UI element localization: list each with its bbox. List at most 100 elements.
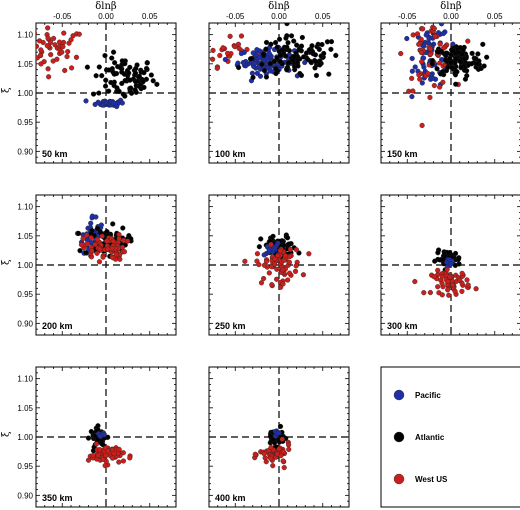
point-atlantic [429, 61, 435, 67]
point-west-us [439, 280, 445, 287]
point-west-us [45, 25, 51, 31]
point-west-us [293, 247, 299, 253]
y-tick-label: 1.10 [17, 203, 33, 212]
point-atlantic [313, 59, 319, 65]
point-atlantic [448, 59, 454, 66]
point-pacific [222, 56, 228, 63]
panel-depth-label: 50 km [42, 149, 68, 159]
point-atlantic [458, 65, 464, 71]
point-west-us [238, 33, 245, 39]
point-pacific [426, 36, 432, 42]
point-pacific [254, 47, 260, 53]
point-atlantic [286, 59, 292, 66]
point-pacific [110, 100, 117, 106]
point-west-us [225, 50, 231, 56]
y-tick-label: 1.10 [17, 375, 33, 384]
point-atlantic [284, 33, 290, 39]
point-atlantic [273, 70, 279, 77]
point-atlantic [452, 262, 458, 269]
point-atlantic [122, 61, 128, 67]
point-west-us [409, 75, 415, 81]
point-atlantic [284, 23, 290, 27]
point-pacific [88, 220, 94, 226]
point-west-us [48, 39, 54, 46]
point-atlantic [434, 66, 440, 72]
point-west-us [254, 258, 260, 264]
point-atlantic [449, 64, 455, 71]
point-west-us [281, 465, 287, 471]
point-atlantic [274, 44, 280, 50]
point-atlantic [464, 73, 470, 79]
point-west-us [36, 31, 38, 36]
point-west-us [431, 274, 437, 280]
x-tick-label: 0.05 [142, 12, 158, 21]
point-atlantic [283, 53, 289, 59]
points-group [19, 25, 160, 110]
point-atlantic [452, 250, 459, 256]
points-group [75, 213, 134, 265]
point-atlantic [112, 60, 118, 66]
y-tick-label: 0.90 [17, 319, 33, 328]
point-atlantic [77, 248, 83, 254]
point-atlantic [460, 47, 466, 53]
point-west-us [293, 263, 299, 269]
point-atlantic [263, 46, 269, 52]
point-west-us [93, 441, 100, 447]
point-west-us [113, 252, 120, 258]
point-west-us [432, 33, 438, 39]
point-pacific [235, 60, 241, 66]
x-tick-label: -0.05 [53, 12, 72, 21]
point-pacific [423, 32, 429, 38]
point-west-us [19, 52, 24, 57]
y-tick-label: 1.05 [17, 232, 33, 241]
y-tick-label: 0.95 [17, 290, 33, 299]
point-west-us [260, 275, 267, 282]
point-pacific [432, 13, 437, 18]
x-axis-title: δlnβ [440, 1, 462, 12]
panel-400-km: 400 km [208, 366, 350, 508]
x-tick-label: -0.05 [398, 12, 417, 21]
panel-100-km: -0.05 0.00 0.05 δlnβ 100 km [208, 1, 350, 164]
point-atlantic [106, 67, 112, 73]
point-west-us [274, 266, 280, 272]
point-atlantic [291, 54, 297, 60]
x-tick-label: 0.05 [315, 12, 331, 21]
point-west-us [280, 267, 286, 273]
point-atlantic [276, 36, 283, 42]
y-axis-title: ξ [1, 87, 12, 93]
point-west-us [277, 248, 283, 254]
point-pacific [240, 59, 246, 66]
panel-depth-label: 400 km [215, 493, 246, 503]
point-atlantic [150, 78, 156, 84]
point-pacific [435, 14, 440, 19]
point-atlantic [263, 74, 270, 80]
panel-300-km: 300 km [380, 194, 520, 336]
point-west-us [254, 251, 261, 257]
point-west-us [89, 248, 95, 254]
point-west-us [62, 67, 68, 74]
point-atlantic [267, 433, 274, 439]
point-west-us [452, 288, 458, 294]
point-west-us [440, 79, 446, 85]
point-west-us [210, 56, 216, 62]
point-west-us [427, 94, 433, 101]
point-west-us [306, 251, 312, 257]
x-tick-label: 0.00 [443, 12, 459, 21]
point-west-us [419, 59, 425, 65]
point-west-us [286, 446, 292, 452]
point-west-us [227, 33, 233, 39]
point-west-us [279, 436, 285, 442]
y-tick-label: 0.90 [17, 491, 33, 500]
point-atlantic [435, 250, 441, 256]
point-west-us [60, 44, 66, 50]
point-west-us [105, 448, 111, 454]
point-pacific [249, 70, 255, 76]
x-tick-label: 0.00 [98, 12, 114, 21]
point-pacific [404, 35, 410, 42]
point-atlantic [148, 72, 154, 78]
point-pacific [257, 73, 264, 79]
point-pacific [250, 50, 256, 56]
point-atlantic [333, 52, 339, 58]
point-west-us [292, 268, 299, 274]
point-west-us [38, 47, 44, 53]
